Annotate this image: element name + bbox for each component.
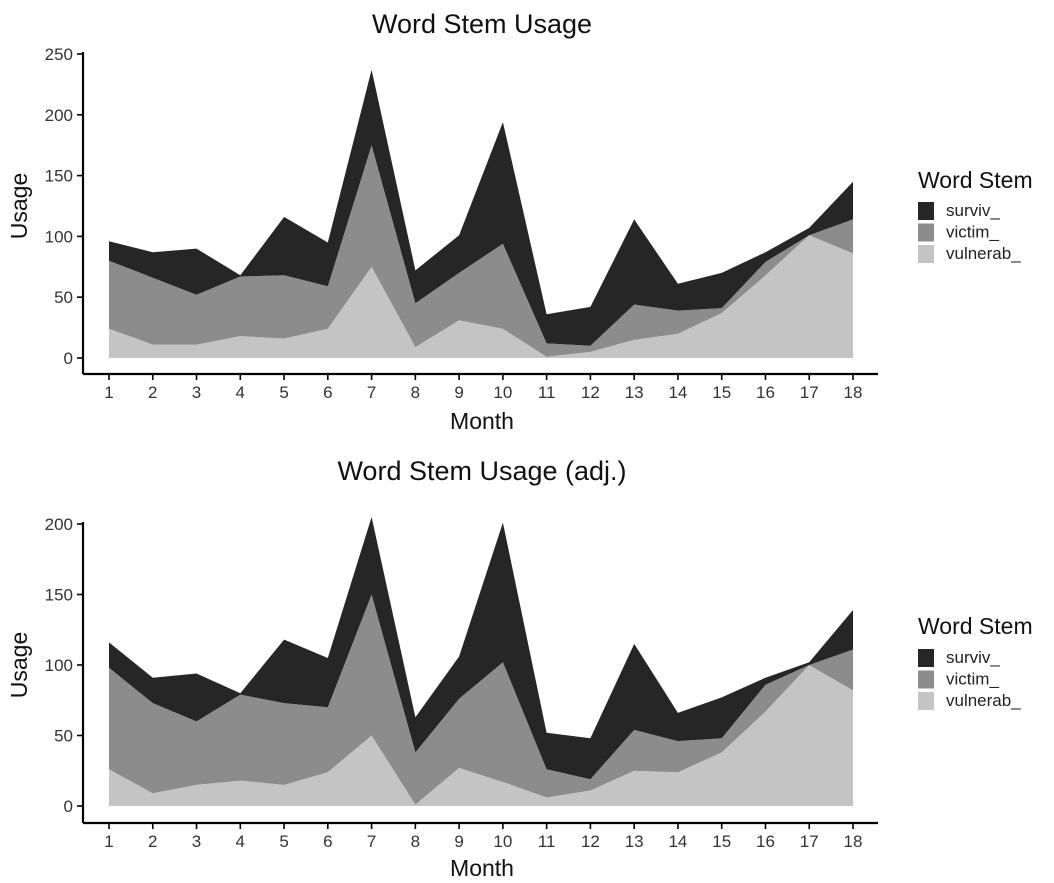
x-tick-label: 15: [712, 832, 731, 851]
x-tick-label: 2: [148, 383, 157, 402]
x-tick-label: 5: [279, 832, 288, 851]
legend: Word Stem surviv_ victim_ vulnerab_: [918, 167, 1033, 263]
x-tick-label: 18: [844, 832, 863, 851]
x-tick-label: 9: [454, 832, 463, 851]
y-tick-label: 200: [45, 106, 73, 125]
area-vulnerab: [109, 665, 853, 806]
x-tick-label: 11: [538, 832, 556, 851]
y-tick-label: 100: [45, 227, 73, 246]
chart-title: Word Stem Usage: [372, 9, 592, 39]
area-surviv: [109, 69, 853, 346]
legend-swatch-vulnerab: [918, 245, 934, 263]
x-tick-label: 16: [756, 832, 775, 851]
x-tick-label: 3: [192, 383, 201, 402]
legend-swatch-vulnerab: [918, 692, 934, 710]
legend-title: Word Stem: [918, 613, 1033, 639]
area-victim: [109, 594, 853, 805]
legend-label-surviv: surviv_: [946, 648, 1000, 667]
legend-label-victim: victim_: [946, 223, 999, 242]
x-tick-label: 17: [800, 832, 819, 851]
x-tick-label: 3: [192, 832, 201, 851]
x-tick-label: 16: [756, 383, 775, 402]
legend-swatch-victim: [918, 223, 934, 242]
x-tick-label: 10: [493, 832, 512, 851]
x-tick-label: 17: [800, 383, 819, 402]
y-tick-label: 150: [45, 586, 73, 605]
y-tick-label: 0: [64, 797, 73, 816]
legend-title: Word Stem: [918, 167, 1033, 193]
legend-label-vulnerab: vulnerab_: [946, 691, 1021, 710]
legend-swatch-victim: [918, 670, 934, 689]
x-tick-label: 4: [236, 832, 245, 851]
x-tick-label: 18: [844, 383, 863, 402]
y-tick-label: 50: [54, 288, 73, 307]
x-tick-label: 12: [581, 383, 600, 402]
y-axis-title: Usage: [6, 173, 32, 239]
y-tick-label: 250: [45, 45, 73, 64]
chart-title: Word Stem Usage (adj.): [337, 456, 626, 486]
x-tick-label: 5: [279, 383, 288, 402]
x-tick-label: 14: [668, 383, 687, 402]
x-tick-label: 15: [712, 383, 731, 402]
area-vulnerab: [109, 235, 853, 358]
x-tick-label: 6: [323, 383, 332, 402]
legend-swatch-surviv: [918, 649, 934, 667]
x-tick-label: 1: [104, 383, 113, 402]
x-tick-label: 6: [323, 832, 332, 851]
legend-swatch-surviv: [918, 202, 934, 220]
x-tick-label: 8: [411, 832, 420, 851]
x-tick-label: 1: [104, 832, 113, 851]
legend-label-vulnerab: vulnerab_: [946, 244, 1021, 263]
area-victim: [109, 145, 853, 357]
x-tick-label: 8: [411, 383, 420, 402]
y-tick-label: 50: [54, 727, 73, 746]
legend: Word Stem surviv_ victim_ vulnerab_: [918, 613, 1033, 710]
x-tick-label: 13: [625, 832, 644, 851]
y-tick-label: 100: [45, 656, 73, 675]
y-axis-title: Usage: [6, 632, 32, 698]
x-axis-title: Month: [450, 408, 514, 434]
x-tick-label: 7: [367, 832, 376, 851]
y-tick-label: 200: [45, 515, 73, 534]
x-tick-label: 4: [236, 383, 245, 402]
x-tick-label: 10: [493, 383, 512, 402]
legend-label-victim: victim_: [946, 670, 999, 689]
x-tick-label: 7: [367, 383, 376, 402]
legend-label-surviv: surviv_: [946, 201, 1000, 220]
x-tick-label: 12: [581, 832, 600, 851]
x-tick-label: 14: [668, 832, 687, 851]
area-surviv: [109, 517, 853, 780]
x-tick-label: 13: [625, 383, 644, 402]
x-axis-title: Month: [450, 855, 514, 881]
x-tick-label: 11: [538, 383, 556, 402]
x-tick-label: 2: [148, 832, 157, 851]
y-tick-label: 0: [64, 349, 73, 368]
x-tick-label: 9: [454, 383, 463, 402]
y-tick-label: 150: [45, 167, 73, 186]
